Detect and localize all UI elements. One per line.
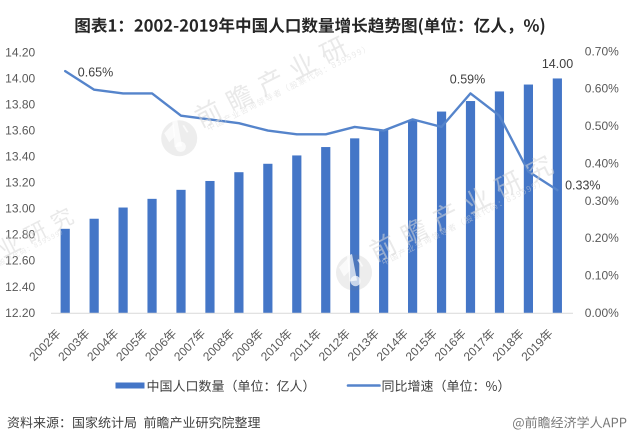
svg-text:13.20: 13.20 <box>5 176 35 190</box>
svg-text:14.00: 14.00 <box>542 57 573 71</box>
svg-text:0.00%: 0.00% <box>585 306 619 320</box>
svg-text:12.20: 12.20 <box>5 306 35 320</box>
svg-text:0.30%: 0.30% <box>585 194 619 208</box>
svg-text:13.80: 13.80 <box>5 98 35 112</box>
svg-text:14.00: 14.00 <box>5 72 35 86</box>
svg-text:0.50%: 0.50% <box>585 119 619 133</box>
svg-text:13.40: 13.40 <box>5 150 35 164</box>
svg-text:0.70%: 0.70% <box>585 44 619 58</box>
svg-text:0.59%: 0.59% <box>450 72 485 86</box>
svg-text:0.40%: 0.40% <box>585 156 619 170</box>
svg-text:0.10%: 0.10% <box>585 269 619 283</box>
svg-text:0.20%: 0.20% <box>585 231 619 245</box>
svg-text:0.33%: 0.33% <box>565 179 600 193</box>
svg-text:12.60: 12.60 <box>5 254 35 268</box>
svg-text:0.60%: 0.60% <box>585 82 619 96</box>
svg-text:14.20: 14.20 <box>5 46 35 60</box>
svg-text:12.40: 12.40 <box>5 280 35 294</box>
svg-text:13.00: 13.00 <box>5 202 35 216</box>
svg-text:13.60: 13.60 <box>5 124 35 138</box>
svg-text:0.65%: 0.65% <box>78 65 113 79</box>
